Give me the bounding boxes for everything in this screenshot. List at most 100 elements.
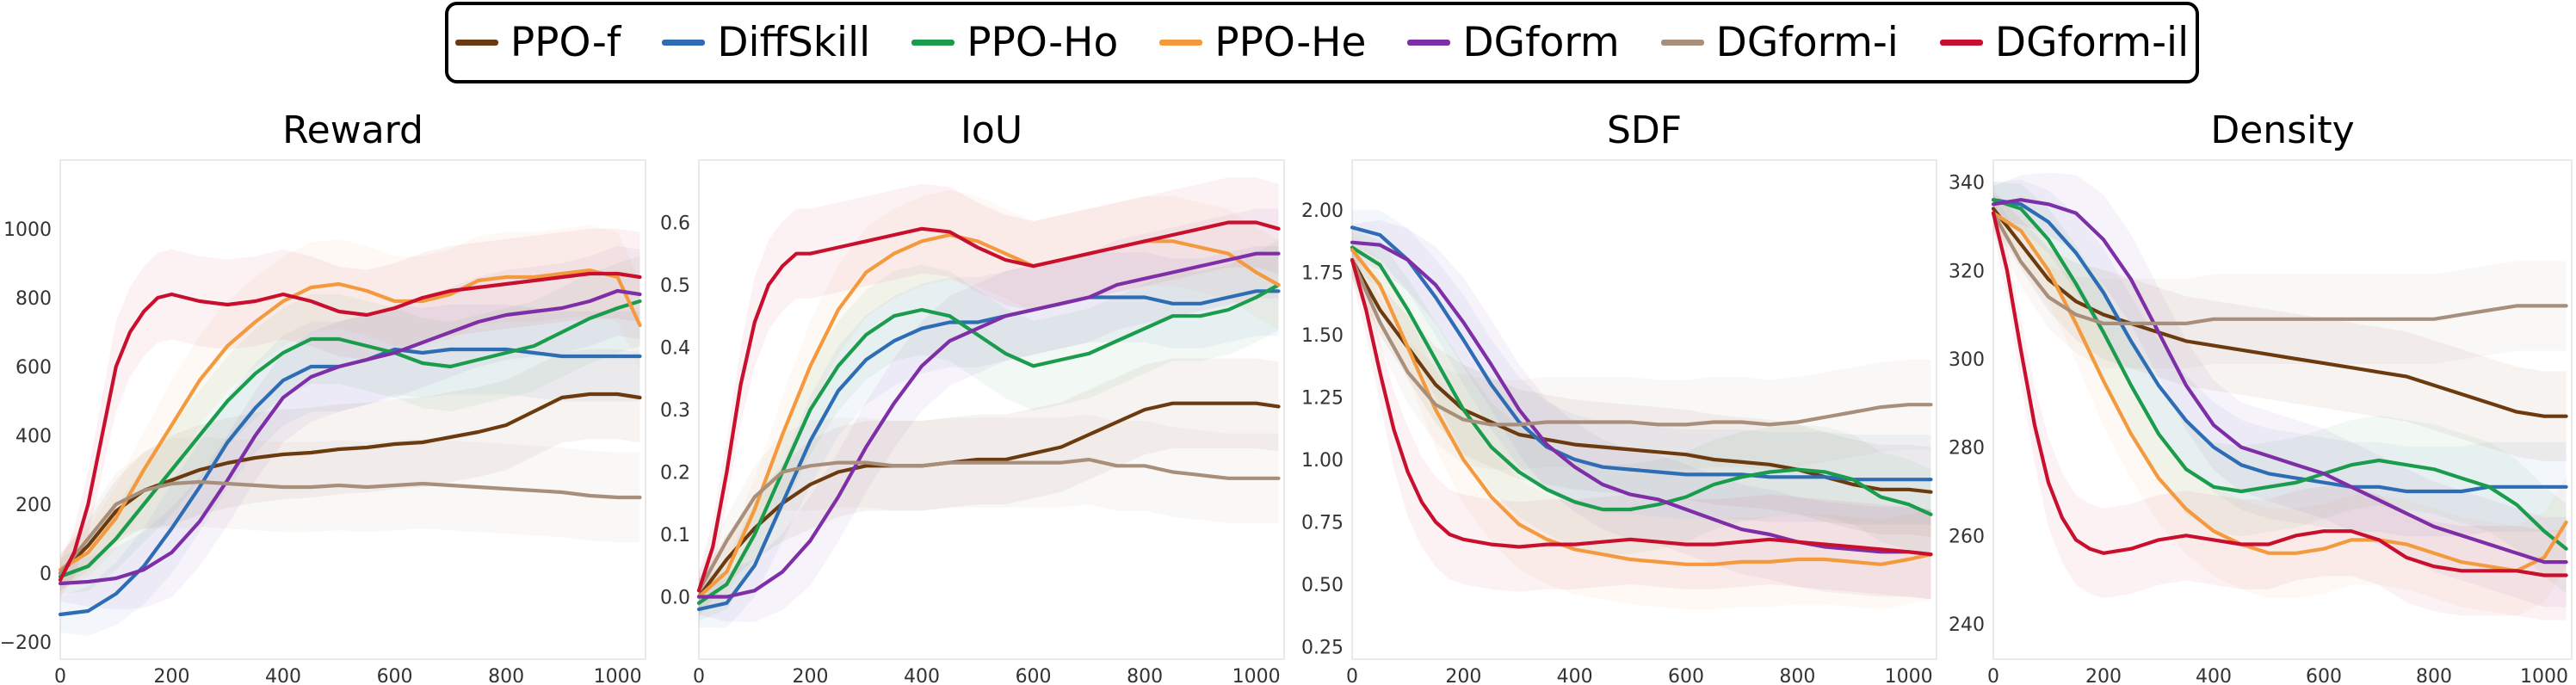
series-line-diffskill (1991, 198, 2568, 494)
y-tick-label: 1.75 (1301, 263, 1344, 285)
series-band-dgform (699, 208, 1279, 622)
x-tick-label: 200 (793, 666, 829, 685)
series-band-ppo-f (60, 349, 640, 591)
y-tick-label: 800 (15, 288, 52, 310)
chart-panel-iou: IoU 0 200 400 600 800 1000 0.0 0.1 0.2 0.3 0.4 0.5 0.… (660, 108, 1285, 685)
y-tick-label: 0 (40, 564, 52, 585)
series-band-ppo-f (699, 358, 1279, 615)
series-band-dgform-il (1993, 194, 2567, 620)
series-band-ppo-he (699, 189, 1279, 615)
series-band-ppo-f (1352, 242, 1931, 537)
legend-item-ppo-he: PPO-He (1159, 22, 1366, 63)
y-tick-label: 1000 (3, 219, 52, 241)
series-band-dgform-il (1352, 242, 1931, 600)
legend-box: PPO-f DiffSkill PPO-Ho PPO-He DGform DGform-i… (445, 2, 2199, 83)
series-line-ppo-ho (1991, 198, 2568, 551)
legend-item-ppo-f: PPO-f (454, 19, 621, 66)
plot-area (59, 159, 646, 660)
y-tick-label: 1.50 (1301, 325, 1344, 347)
legend-label: DGform-i (1715, 19, 1899, 66)
legend-swatch (1660, 40, 1704, 46)
legend-label: PPO-f (510, 19, 621, 66)
series-line-dgform (696, 251, 1281, 599)
series-band-diffskill (699, 246, 1279, 628)
x-tick-label: 200 (154, 666, 190, 685)
chart-panel-density: Density 0 200 400 600 800 1000 240 260 280 300 320 3… (1949, 108, 2573, 685)
x-tick-label: 0 (54, 666, 66, 685)
x-tick-label: 400 (1557, 666, 1593, 685)
plot-area (1351, 159, 1937, 660)
series-line-dgform-il (1350, 257, 1933, 557)
x-tick-label: 1000 (2520, 666, 2568, 685)
legend-swatch (911, 40, 955, 46)
series-line-ppo-he (58, 268, 642, 572)
y-tick-label: 300 (1949, 349, 1985, 371)
series-line-dgform (1350, 240, 1933, 557)
series-line-dgform-il (1991, 211, 2568, 577)
y-tick-label: 0.75 (1301, 513, 1344, 534)
series-band-dgform-il (60, 228, 640, 598)
y-tick-label: 0.2 (660, 463, 690, 484)
chart-title: IoU (961, 108, 1022, 152)
series-line-dgform (1991, 198, 2568, 565)
series-line-dgform-i (58, 479, 642, 576)
y-tick-label: 340 (1949, 173, 1985, 194)
x-tick-label: 400 (904, 666, 940, 685)
x-tick-label: 800 (488, 666, 524, 685)
y-tick-label: 0.6 (660, 213, 690, 235)
series-line-dgform-i (696, 457, 1281, 593)
series-line-dgform-i (1991, 211, 2568, 325)
x-tick-label: 1000 (594, 666, 642, 685)
x-tick-label: 1000 (1232, 666, 1281, 685)
x-tick-label: 800 (1779, 666, 1815, 685)
series-line-ppo-he (1991, 211, 2568, 573)
legend-swatch (1939, 40, 1983, 46)
legend-item-dgform: DGform (1407, 19, 1620, 66)
series-line-dgform-il (58, 271, 642, 583)
series-band-diffskill (1352, 209, 1931, 525)
y-tick-label: 320 (1949, 261, 1985, 282)
x-tick-label: 200 (2085, 666, 2122, 685)
legend-item-ppo-ho: PPO-Ho (911, 22, 1118, 63)
legend-label: PPO-Ho (967, 19, 1119, 66)
series-line-ppo-f (696, 401, 1281, 599)
series-band-dgform (1352, 219, 1931, 600)
x-tick-label: 0 (693, 666, 705, 685)
legend-item-dgform-il: DGform-il (1939, 22, 2189, 63)
x-tick-label: 400 (265, 666, 301, 685)
x-tick-label: 600 (1668, 666, 1704, 685)
x-tick-label: 0 (1346, 666, 1358, 685)
y-tick-label: 400 (15, 426, 52, 447)
x-tick-label: 1000 (1885, 666, 1933, 685)
x-tick-label: 800 (2416, 666, 2452, 685)
legend-label: DiffSkill (717, 19, 871, 66)
series-band-ppo-f (1993, 190, 2567, 461)
legend-swatch (1159, 40, 1203, 46)
series-line-diffskill (1350, 225, 1933, 482)
legend-item-diffskill: DiffSkill (662, 22, 870, 63)
y-tick-label: 0.50 (1301, 575, 1344, 596)
series-band-dgform-i (1352, 242, 1931, 470)
y-tick-label: 1.00 (1301, 450, 1344, 472)
x-tick-label: 400 (2196, 666, 2232, 685)
y-tick-label: −200 (0, 633, 52, 654)
x-tick-label: 0 (1987, 666, 1999, 685)
chart-title: Reward (282, 108, 423, 152)
x-tick-label: 600 (2306, 666, 2342, 685)
series-line-ppo-ho (696, 282, 1281, 605)
series-band-dgform (60, 245, 640, 610)
series-band-ppo-ho (60, 256, 640, 595)
series-line-dgform-il (696, 220, 1281, 593)
x-tick-label: 600 (1016, 666, 1052, 685)
series-band-ppo-he (1993, 194, 2567, 616)
legend-label: DGform (1462, 19, 1620, 66)
y-tick-label: 1.25 (1301, 388, 1344, 410)
y-tick-label: 200 (15, 495, 52, 516)
series-line-ppo-he (1350, 248, 1933, 566)
chart-title: Density (2210, 108, 2354, 152)
series-line-dgform-i (1350, 257, 1933, 427)
x-tick-label: 800 (1127, 666, 1163, 685)
series-band-diffskill (1993, 179, 2567, 537)
